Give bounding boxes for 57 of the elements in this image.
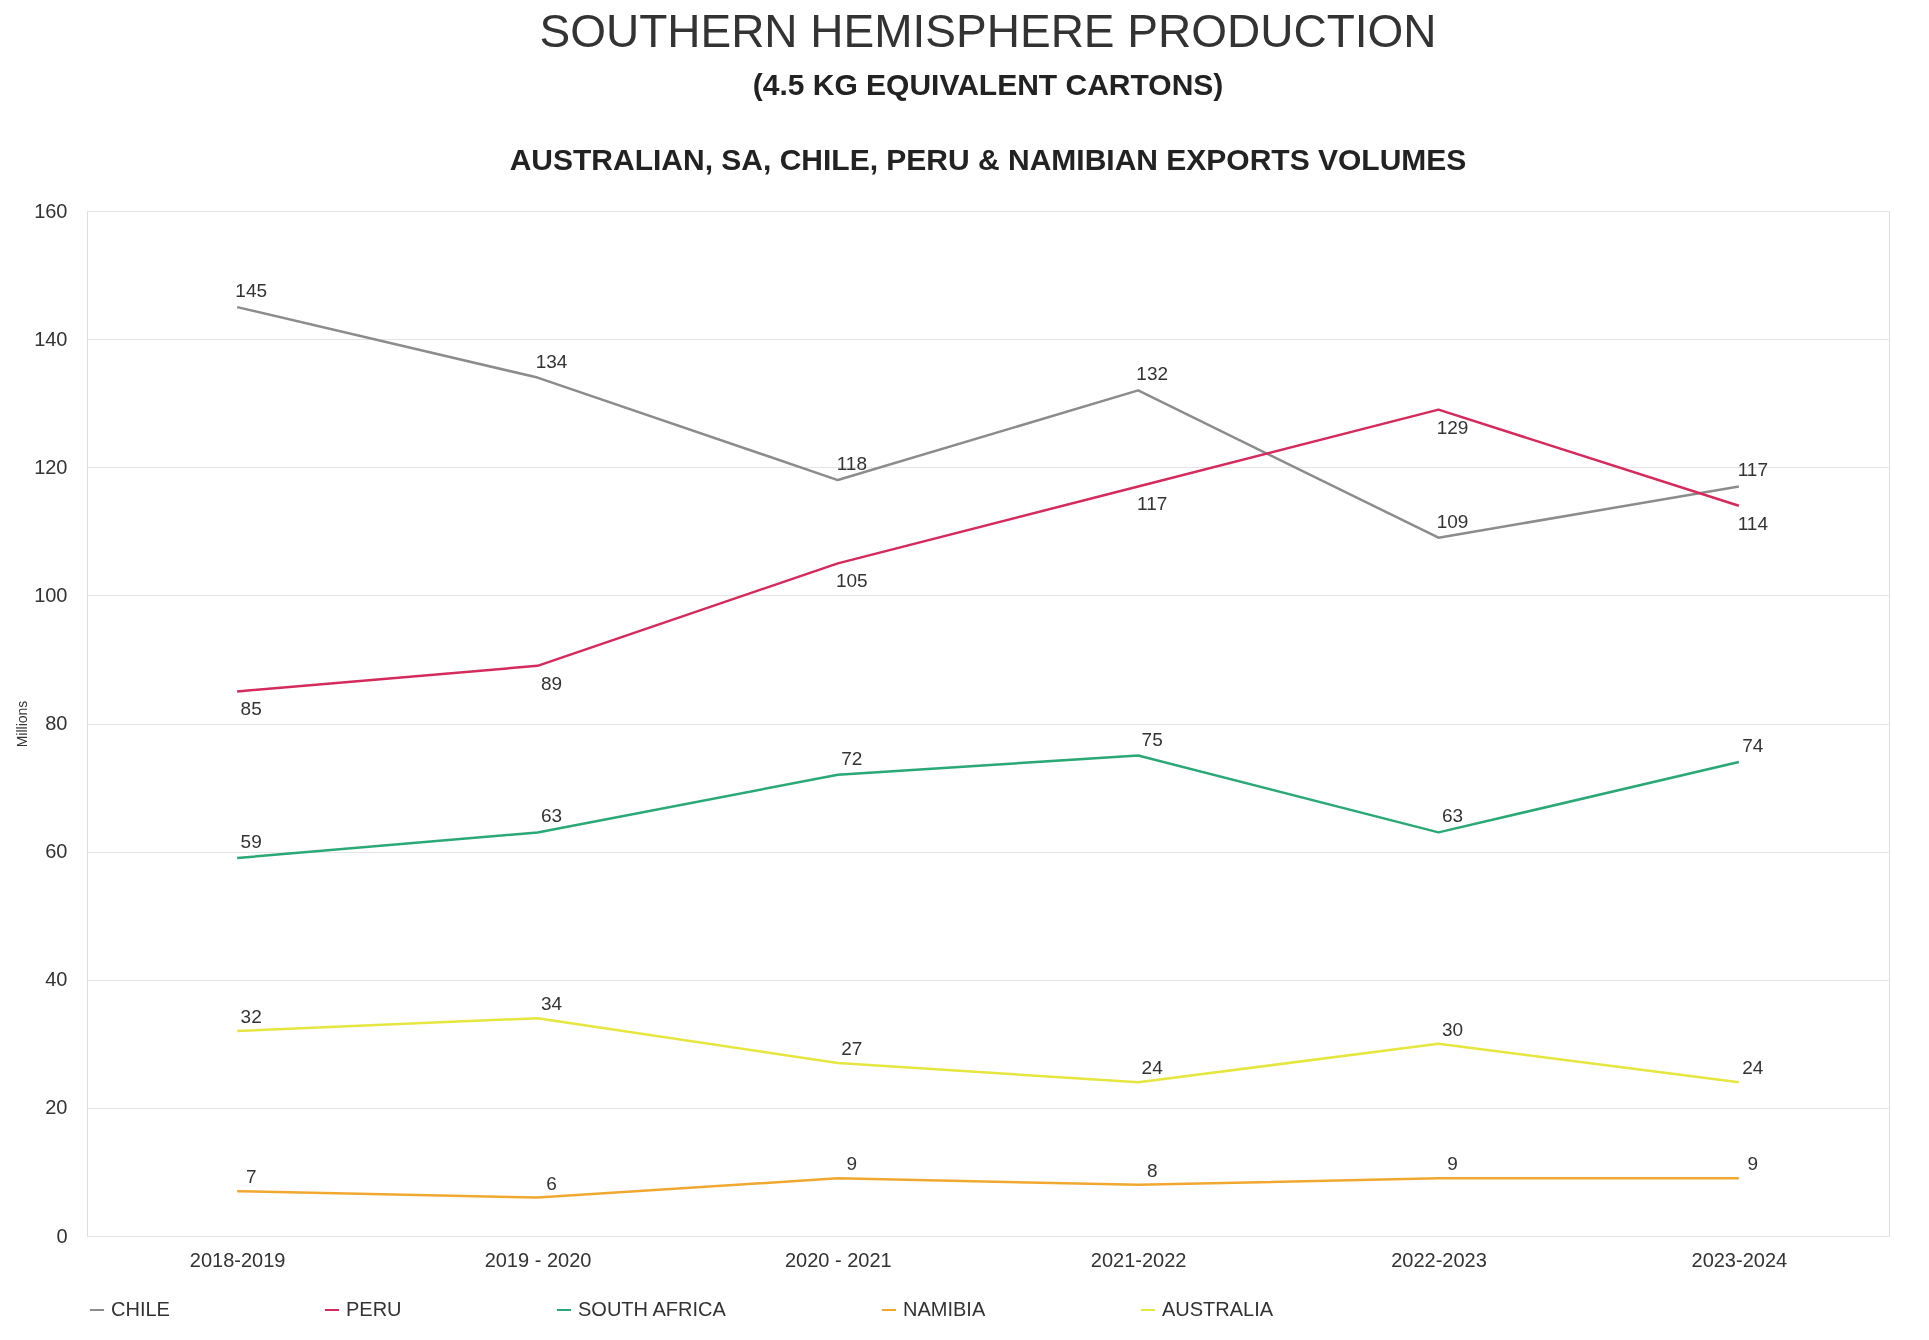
legend-label: SOUTH AFRICA	[578, 1298, 727, 1320]
data-label: 75	[1141, 728, 1163, 750]
data-label: 85	[240, 698, 262, 720]
y-tick-label: 0	[56, 1224, 68, 1247]
y-tick-label: 100	[34, 583, 68, 606]
data-label: 27	[841, 1038, 863, 1060]
chart-title: SOUTHERN HEMISPHERE PRODUCTION	[539, 5, 1437, 57]
data-label: 63	[540, 805, 563, 827]
x-tick-label: 2018-2019	[189, 1248, 286, 1271]
line-series	[235, 754, 1741, 860]
x-tick-label: 2019 - 2020	[484, 1248, 592, 1271]
data-label: 32	[240, 1006, 262, 1027]
data-label: 6	[546, 1172, 557, 1194]
data-label: 134	[535, 350, 568, 372]
legend-label: NAMIBIA	[903, 1298, 986, 1320]
y-tick-label: 80	[45, 712, 68, 734]
text: AUSTRALIAN, SA, CHILE, PERU & NAMIBIAN EXPORTS VOLUMES	[509, 143, 1467, 176]
data-label: 129	[1436, 416, 1469, 438]
data-label: 9	[846, 1153, 858, 1175]
data-label: 118	[836, 453, 867, 475]
data-label: 145	[235, 280, 268, 302]
line-series	[235, 305, 1741, 539]
legend-label: PERU	[346, 1298, 402, 1320]
data-label: 9	[1747, 1153, 1759, 1175]
data-label: 105	[835, 570, 868, 592]
chart-subtitle: (4.5 KG EQUIVALENT CARTONS)	[752, 68, 1224, 101]
y-axis-title: Millions	[14, 700, 31, 748]
x-tick-label: 2020 - 2021	[784, 1248, 892, 1271]
data-label: 117	[1137, 493, 1168, 515]
data-label: 24	[1742, 1057, 1764, 1079]
x-tick-label: 2022-2023	[1391, 1248, 1487, 1271]
y-tick-label: 160	[34, 199, 68, 222]
data-label: 72	[841, 747, 863, 769]
data-label: 7	[245, 1166, 257, 1188]
x-tick-label: 2023-2024	[1691, 1248, 1788, 1271]
data-label: 34	[540, 993, 563, 1015]
data-label: 89	[540, 672, 563, 694]
data-label: 117	[1737, 459, 1768, 481]
data-label: 9	[1447, 1153, 1458, 1175]
y-tick-label: 20	[45, 1096, 68, 1119]
data-label: 59	[240, 831, 262, 853]
y-tick-label: 120	[34, 455, 68, 478]
data-label: 114	[1737, 512, 1769, 534]
legend-label: CHILE	[111, 1298, 170, 1320]
legend-label: AUSTRALIA	[1162, 1298, 1274, 1320]
y-tick-label: 140	[34, 327, 68, 350]
data-label: 132	[1136, 363, 1169, 385]
data-label: 109	[1436, 510, 1469, 532]
data-label: 74	[1742, 734, 1764, 756]
y-tick-label: 60	[45, 840, 68, 863]
line-series	[235, 408, 1741, 693]
data-label: 63	[1441, 805, 1464, 827]
data-label: 8	[1146, 1159, 1158, 1181]
x-tick-label: 2021-2022	[1090, 1248, 1187, 1271]
data-label: 30	[1441, 1018, 1464, 1040]
data-label: 24	[1141, 1057, 1164, 1079]
y-tick-label: 40	[45, 968, 68, 991]
